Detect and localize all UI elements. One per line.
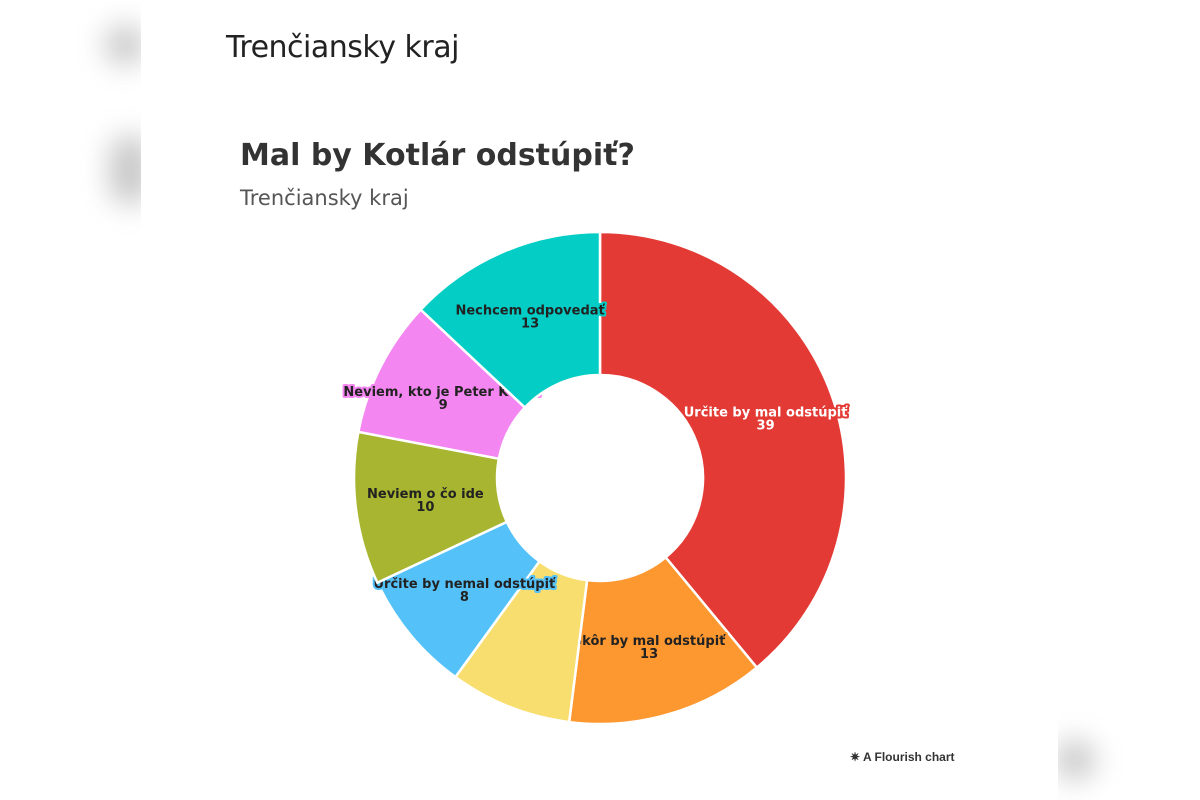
flourish-credit[interactable]: ✷ A Flourish chart xyxy=(850,750,955,764)
slice-label: Neviem, kto je Peter Kotlár xyxy=(343,385,543,400)
background-blur xyxy=(105,25,145,65)
slice-value: 13 xyxy=(521,316,539,331)
donut-slice[interactable] xyxy=(567,555,759,726)
background-blur xyxy=(1055,740,1095,780)
page-heading: Trenčiansky kraj xyxy=(226,30,459,65)
chart-subtitle: Trenčiansky kraj xyxy=(240,186,409,210)
slice-value: 8 xyxy=(460,590,469,605)
chart-title: Mal by Kotlár odstúpiť? xyxy=(240,138,635,173)
slice-value: 9 xyxy=(439,398,448,413)
flourish-asterisk-icon: ✷ xyxy=(850,750,863,764)
slice-label: Určite by nemal odstúpiť xyxy=(373,577,556,592)
slice-label: Skôr by mal odstúpiť xyxy=(573,634,726,649)
slice-value: 13 xyxy=(640,647,658,662)
slice-label: Neviem o čo ide xyxy=(367,487,484,502)
donut-slice[interactable] xyxy=(598,230,848,670)
slice-value: 10 xyxy=(416,500,434,515)
slice-label: Určite by mal odstúpiť xyxy=(684,405,848,420)
slice-value: 39 xyxy=(757,418,775,433)
donut-slice[interactable] xyxy=(418,230,602,410)
slice-label: Nechcem odpovedať xyxy=(455,303,605,318)
